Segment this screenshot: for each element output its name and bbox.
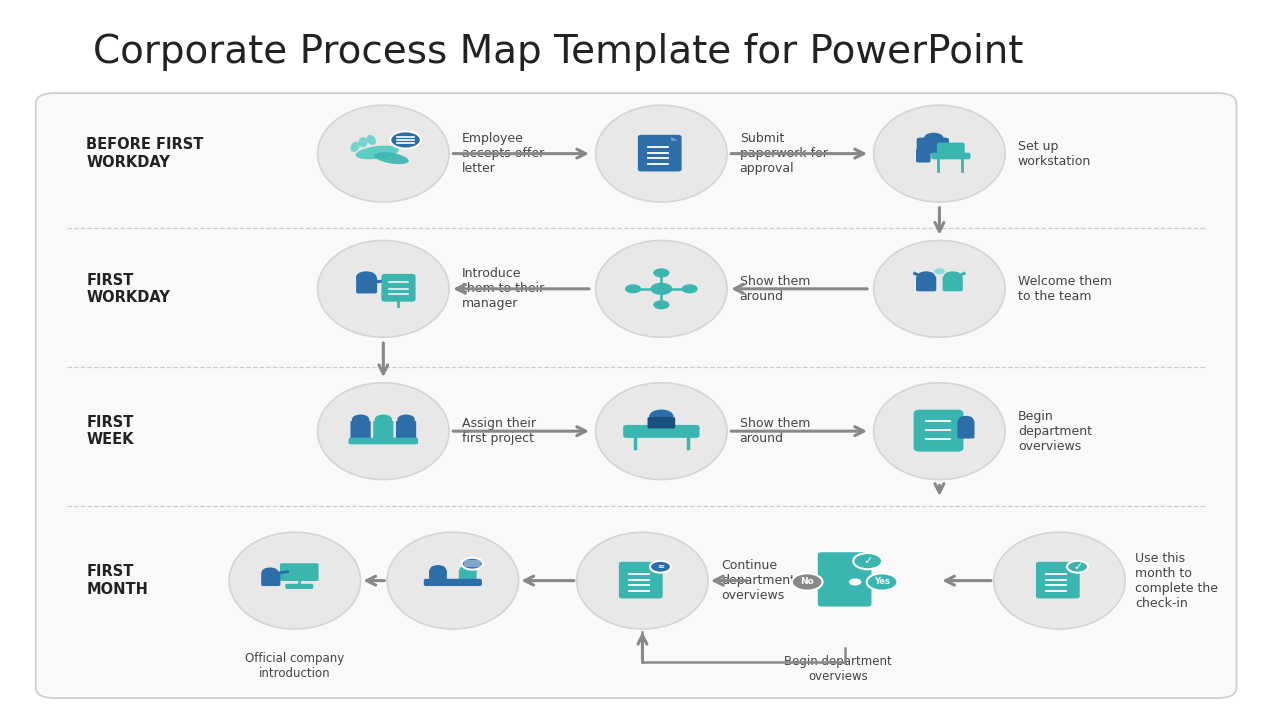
FancyBboxPatch shape [36,93,1236,698]
Circle shape [375,415,392,424]
Ellipse shape [577,532,708,629]
FancyBboxPatch shape [396,420,416,442]
Circle shape [934,269,945,274]
Circle shape [924,132,943,144]
Circle shape [854,553,882,570]
FancyBboxPatch shape [942,276,963,292]
FancyBboxPatch shape [818,552,872,606]
Circle shape [352,415,370,424]
Text: ✓: ✓ [1073,562,1083,572]
Text: Set up
workstation: Set up workstation [1018,140,1091,168]
Ellipse shape [874,105,1005,202]
FancyBboxPatch shape [424,579,481,586]
FancyBboxPatch shape [957,420,974,438]
Circle shape [1068,561,1088,572]
FancyBboxPatch shape [914,410,964,451]
Circle shape [356,271,376,283]
Circle shape [650,561,671,572]
FancyBboxPatch shape [348,438,419,444]
Circle shape [390,131,421,148]
FancyBboxPatch shape [458,570,476,583]
FancyBboxPatch shape [374,420,393,442]
Circle shape [625,284,641,293]
Circle shape [649,410,673,423]
FancyBboxPatch shape [623,425,700,438]
FancyBboxPatch shape [1036,562,1080,598]
FancyBboxPatch shape [916,138,948,153]
FancyBboxPatch shape [280,563,319,581]
FancyBboxPatch shape [620,562,663,598]
Text: Introduce
them to their
manager: Introduce them to their manager [462,267,544,310]
Ellipse shape [317,105,449,202]
Text: No: No [800,577,814,587]
Polygon shape [653,564,659,567]
Circle shape [943,271,961,282]
FancyBboxPatch shape [351,420,371,442]
Circle shape [867,573,897,590]
Ellipse shape [351,142,360,152]
Circle shape [916,271,936,282]
Text: Continue
department
overviews: Continue department overviews [721,559,795,602]
FancyBboxPatch shape [637,135,681,171]
Text: Use this
month to
complete the
check-in: Use this month to complete the check-in [1135,552,1219,610]
Text: Welcome them
to the team: Welcome them to the team [1018,275,1112,303]
Text: Begin department
overviews: Begin department overviews [785,655,892,683]
Text: Official company
introduction: Official company introduction [246,652,344,680]
Text: Assign their
first project: Assign their first project [462,417,536,445]
Ellipse shape [595,383,727,480]
Circle shape [397,415,415,424]
Circle shape [792,573,823,590]
Ellipse shape [374,152,408,164]
FancyBboxPatch shape [937,143,965,155]
Ellipse shape [366,135,376,145]
FancyBboxPatch shape [285,584,314,589]
Text: FIRST
WORKDAY: FIRST WORKDAY [86,273,170,305]
Text: Submit
paperwork for
approval: Submit paperwork for approval [740,132,828,175]
Ellipse shape [874,383,1005,480]
FancyBboxPatch shape [429,570,447,583]
FancyBboxPatch shape [916,276,936,292]
Ellipse shape [874,240,1005,337]
Text: FIRST
WEEK: FIRST WEEK [86,415,134,447]
Text: Show them
around: Show them around [740,275,810,303]
Circle shape [462,558,483,570]
Ellipse shape [317,240,449,337]
FancyBboxPatch shape [261,572,280,586]
Circle shape [653,269,669,277]
Circle shape [959,416,974,425]
Ellipse shape [229,532,361,629]
Text: Employee
accepts offer
letter: Employee accepts offer letter [462,132,544,175]
Ellipse shape [595,105,727,202]
Ellipse shape [387,532,518,629]
Circle shape [261,567,279,577]
Circle shape [681,284,698,293]
FancyBboxPatch shape [463,560,481,567]
FancyBboxPatch shape [916,149,931,163]
Text: Yes: Yes [874,577,890,587]
Circle shape [430,565,447,575]
Text: Corporate Process Map Template for PowerPoint: Corporate Process Map Template for Power… [92,32,1023,71]
Text: FIRST
MONTH: FIRST MONTH [86,564,148,597]
Text: ≡: ≡ [657,562,664,571]
Text: Begin
department
overviews: Begin department overviews [1018,410,1092,453]
Text: Show them
around: Show them around [740,417,810,445]
Circle shape [460,565,476,575]
Circle shape [849,578,861,585]
FancyBboxPatch shape [381,274,416,302]
FancyBboxPatch shape [932,153,970,159]
Ellipse shape [317,383,449,480]
FancyBboxPatch shape [356,276,378,294]
Text: BEFORE FIRST
WORKDAY: BEFORE FIRST WORKDAY [86,138,204,170]
Circle shape [653,300,669,310]
Polygon shape [671,137,678,140]
FancyBboxPatch shape [648,417,676,428]
Text: ✓: ✓ [863,556,873,566]
Ellipse shape [358,137,367,148]
Ellipse shape [356,145,399,159]
Circle shape [650,283,672,295]
Polygon shape [1069,564,1076,567]
Ellipse shape [595,240,727,337]
Ellipse shape [993,532,1125,629]
